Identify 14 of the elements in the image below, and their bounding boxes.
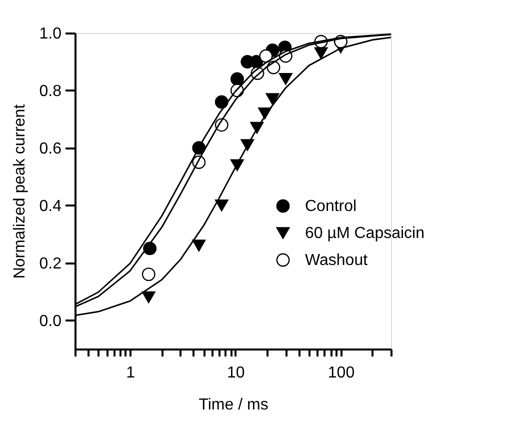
y-tick-label: 0.6 bbox=[39, 140, 62, 158]
legend-label: Washout bbox=[305, 252, 368, 269]
x-tick-label: 1 bbox=[126, 364, 136, 382]
y-tick-label: 0.2 bbox=[39, 255, 62, 272]
legend-label: Control bbox=[305, 198, 357, 215]
y-tick-label: 0.4 bbox=[39, 198, 62, 215]
y-axis-title: Normalized peak current bbox=[11, 104, 28, 279]
x-tick-label: 10 bbox=[227, 364, 245, 382]
y-tick-label: 0.0 bbox=[39, 312, 62, 330]
y-tick-label: 1.0 bbox=[39, 26, 62, 42]
legend-label: 60 µM Capsaicin bbox=[305, 225, 424, 242]
x-tick-label: 100 bbox=[328, 364, 355, 382]
y-tick-label: 0.8 bbox=[39, 82, 62, 100]
x-axis-title: Time / ms bbox=[198, 396, 268, 414]
